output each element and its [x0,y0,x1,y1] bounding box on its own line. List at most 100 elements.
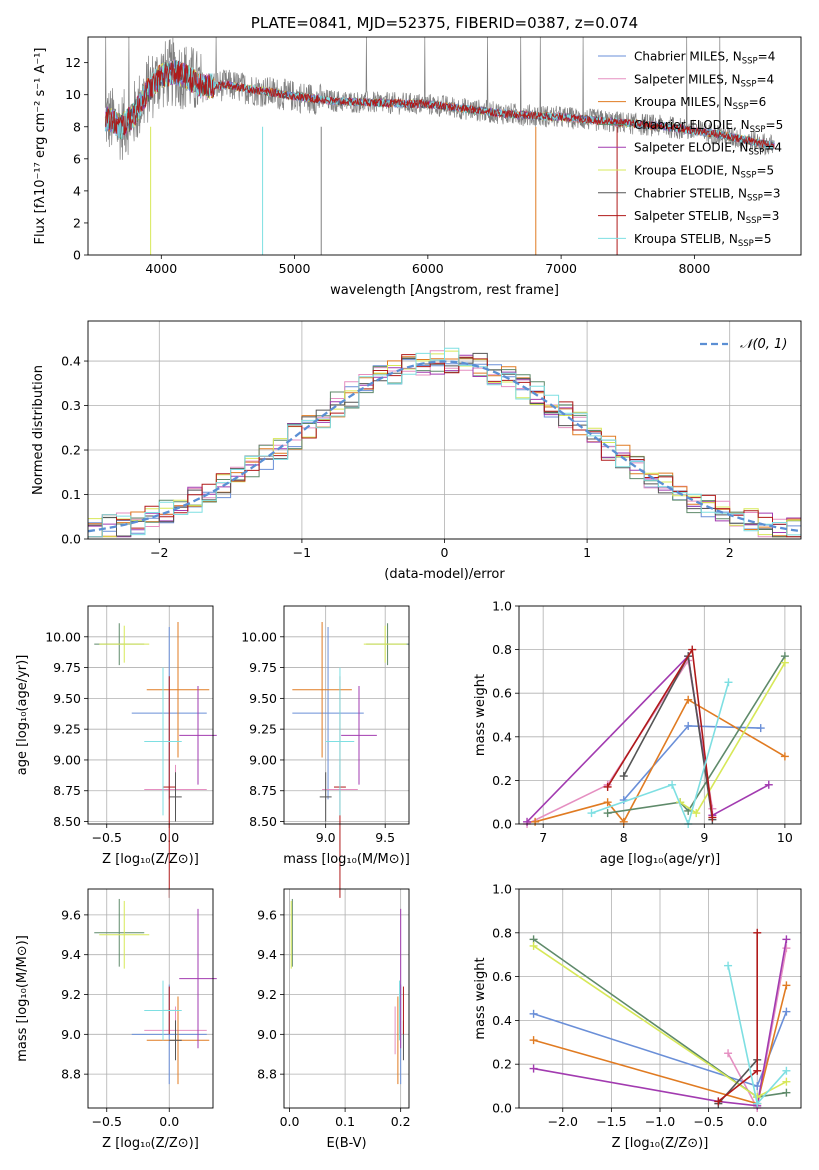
axes-mass-vs-EBV: 0.0 0.1 0.2 8.8 9.0 9.2 9.4 9.6 [257,889,411,1129]
y-tick-label: 9.6 [257,907,277,922]
histograms [87,347,801,538]
x-tick-label: 9.5 [375,830,395,845]
y-axis-label: Flux [fλ10⁻¹⁷ erg cm⁻² s⁻¹ A⁻¹] [33,48,48,245]
y-tick-label: 0.8 [492,642,512,657]
legend-label-sub: SSP [746,216,762,226]
y-axis-label: age [log₁₀(age/yr)] [15,655,30,776]
legend-label-text: =4 [756,72,774,86]
x-axis-label: (data-model)/error [384,567,505,582]
y-tick-label: 9.4 [61,947,81,962]
legend-label-text: Chabrier MILES, N [634,50,742,64]
legend-label: Salpeter MILES, NSSP=4 [634,72,774,89]
y-tick-label: 4 [73,183,81,198]
y-tick-label: 0 [73,248,81,263]
y-tick-label: 8 [73,119,81,134]
legend-label: Salpeter STELIB, NSSP=3 [634,209,779,226]
x-tick-label: 9.0 [316,830,336,845]
x-tick-label: 0.2 [391,1114,411,1129]
legend-label-text: =5 [754,232,772,246]
y-tick-label: 0.0 [61,532,81,547]
weight-line [607,655,786,814]
x-tick-label: 7 [539,830,547,845]
weight-line [533,939,788,1107]
x-tick-label: −1.0 [645,1114,675,1129]
legend-label: Kroupa MILES, NSSP=6 [634,95,766,112]
legend-label-text: Salpeter STELIB, N [634,209,746,223]
y-tick-label: 9.4 [257,947,277,962]
legend-label-sub: SSP [741,79,757,89]
x-tick-label: 0.0 [280,1114,300,1129]
x-tick-label: −1.5 [596,1114,626,1129]
legend-label-sub: SSP [738,239,754,249]
x-tick-label: −0.5 [693,1114,723,1129]
x-tick-label: 0.1 [335,1114,355,1129]
axes-weight-vs-Z: −2.0 −1.5 −1.0 −0.5 0.0 0.0 0.2 0.4 0.6 0.8 1.0 [492,882,801,1129]
y-tick-label: 0.2 [61,443,81,458]
y-tick-label: 9.25 [249,722,277,737]
axes-frame [283,888,410,1109]
y-axis-label: mass [log₁₀(M/M⊙)] [15,935,30,1062]
axes-residuals: −2 −1 0 1 2 0.0 0.1 0.2 0.3 0.4 [61,321,801,560]
legend-label-sub: SSP [741,171,757,181]
y-tick-label: 12 [65,55,81,70]
legend-label-text: Kroupa MILES, N [634,95,733,109]
legend-label-sub: SSP [742,57,758,67]
legend-label-text: =4 [764,141,782,155]
histogram-kroupa-stelib [88,347,801,538]
x-axis-label: Z [log₁₀(Z/Z⊙)] [102,852,199,867]
legend-label-text: Salpeter ELODIE, N [634,141,748,155]
model-spectrum-salpeter-stelib [105,60,775,149]
y-tick-label: 1.0 [492,882,512,897]
y-tick-label: 0.2 [492,1057,512,1072]
y-axis-label: mass weight [473,674,488,756]
x-tick-label: 10 [777,830,793,845]
x-tick-label: 6000 [412,261,444,276]
x-tick-label: 0.0 [159,1114,179,1129]
y-tick-label: 10.00 [241,629,277,644]
y-tick-label: 9.50 [53,691,81,706]
y-tick-label: 9.75 [53,660,81,675]
x-tick-label: 7000 [545,261,577,276]
axes-frame [283,605,410,825]
spectrum-lines [104,37,775,255]
y-tick-label: 0.4 [61,354,81,369]
errorbars-mass-vs-Z [94,898,217,1085]
y-axis-label: mass weight [473,957,488,1039]
y-tick-label: 8.50 [53,814,81,829]
legend-label-text: =6 [749,95,767,109]
y-tick-label: 10 [65,87,81,102]
axes-age-vs-mass: 9.0 9.5 8.50 8.75 9.00 9.25 9.50 9.75 10.00 [241,606,409,845]
legend-label-sub: SSP [750,125,766,135]
axes-frame [87,320,802,540]
y-tick-label: 9.25 [53,722,81,737]
y-tick-label: 0.1 [61,487,81,502]
normal-curve [87,360,799,533]
y-tick-label: 0.3 [61,398,81,413]
legend-label-text: =5 [756,164,774,178]
x-axis-label: age [log₁₀(age/yr)] [600,852,721,867]
y-tick-label: 6 [73,151,81,166]
y-tick-label: 1.0 [492,599,512,614]
y-tick-label: 9.00 [249,752,277,767]
weight-lines-weight-vs-age [523,645,789,828]
y-tick-label: 0.4 [492,729,512,744]
legend-label: 𝒩(0, 1) [740,337,787,352]
y-tick-label: 9.50 [249,691,277,706]
x-tick-label: −2 [150,545,168,560]
legend-label-text: Salpeter MILES, N [634,72,741,86]
x-tick-label: 8 [620,830,628,845]
y-tick-label: 0.8 [492,925,512,940]
errorbars-mass-vs-EBV [290,898,404,1085]
x-tick-label: −0.5 [92,830,122,845]
x-tick-label: 9 [700,830,708,845]
y-tick-label: 0.4 [492,1013,512,1028]
axes-frame [518,605,802,825]
legend-label-text: Kroupa ELODIE, N [634,164,741,178]
y-tick-label: 9.6 [61,907,81,922]
x-tick-label: −1 [293,545,311,560]
y-tick-label: 9.2 [61,987,81,1002]
errorbars-age-vs-Z [94,622,217,898]
x-axis-label: E(B-V) [326,1136,366,1151]
legend-label: Chabrier STELIB, NSSP=3 [634,186,781,203]
y-tick-label: 9.75 [249,660,277,675]
